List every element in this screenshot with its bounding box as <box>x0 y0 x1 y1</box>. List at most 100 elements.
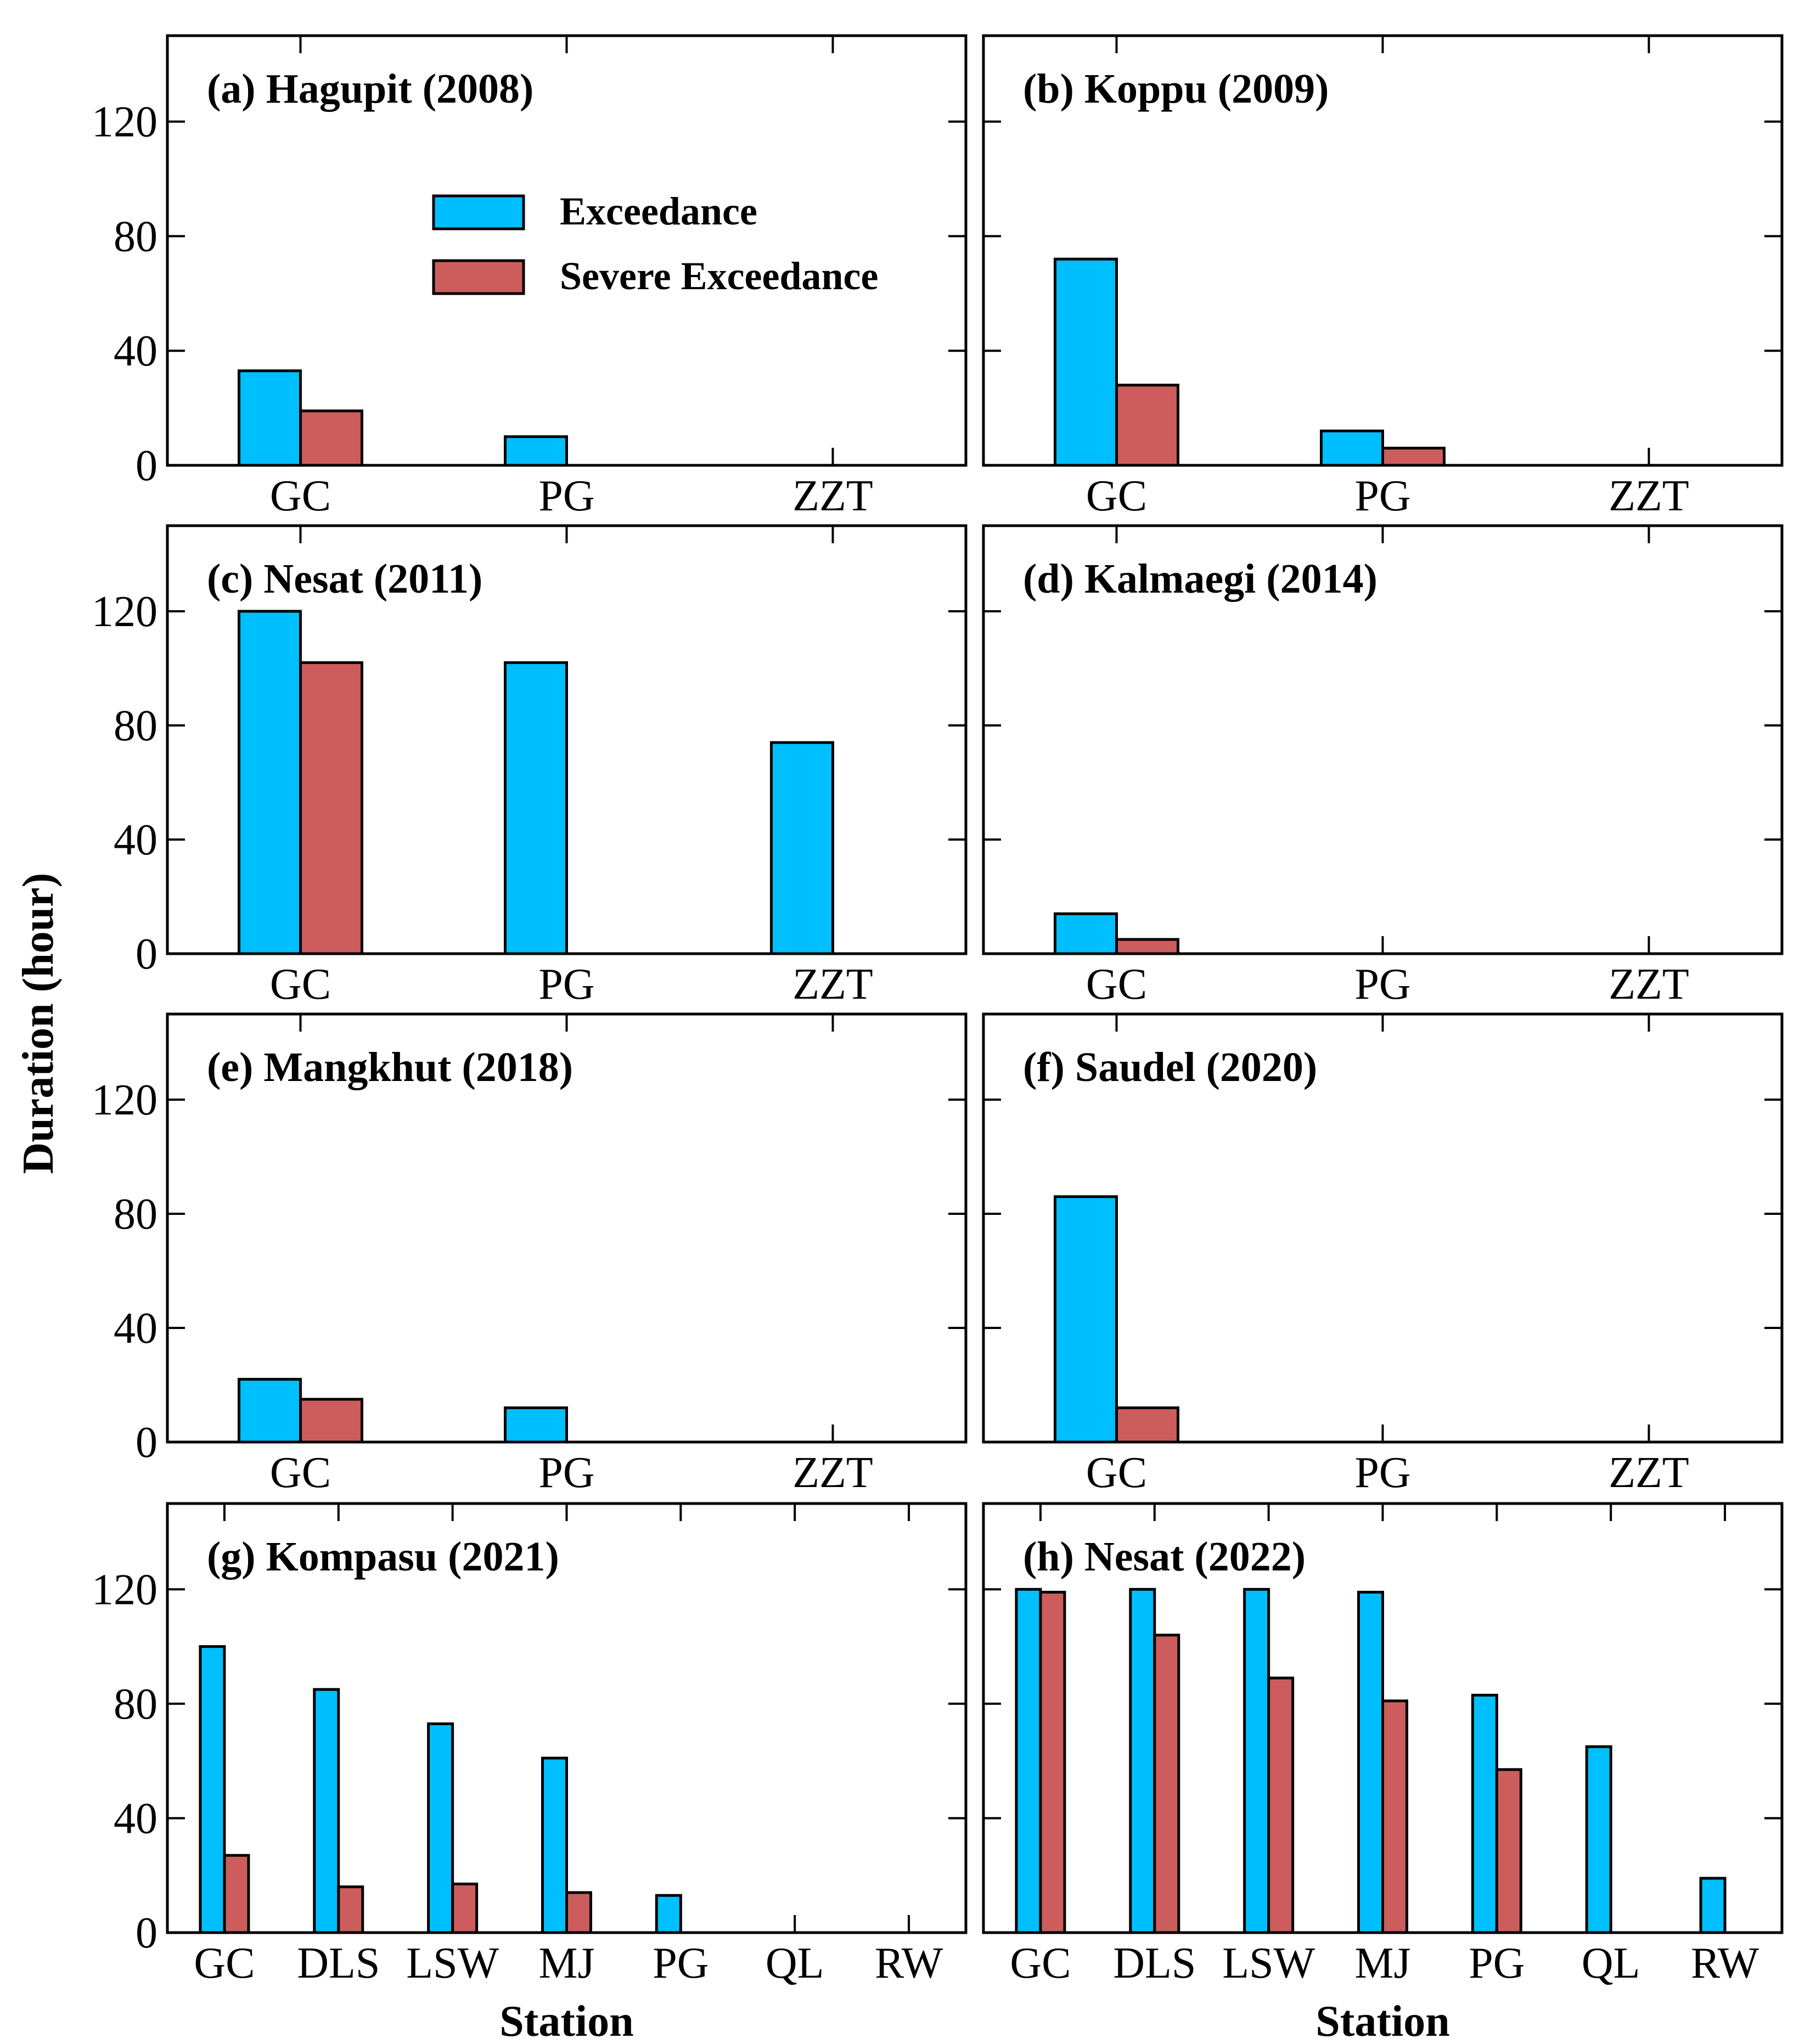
bar-exceedance <box>504 1406 568 1444</box>
bar-severe-exceedance <box>299 1398 363 1444</box>
x-tick-label: LSW <box>1222 1939 1315 1987</box>
y-tick-label: 40 <box>114 1304 158 1353</box>
panel-frame <box>166 34 968 467</box>
x-tick-label: GC <box>1010 1939 1071 1987</box>
x-tick-label: DLS <box>297 1939 380 1987</box>
y-tick-label: 80 <box>114 1680 158 1728</box>
bar-exceedance <box>199 1645 226 1934</box>
x-tick-label: ZZT <box>1609 472 1689 520</box>
x-tick-label: GC <box>194 1939 255 1987</box>
x-tick-label: PG <box>653 1939 708 1987</box>
panel-frame <box>166 524 968 955</box>
x-tick-label: QL <box>766 1939 824 1987</box>
x-tick-label: PG <box>1354 1449 1410 1497</box>
bar-exceedance <box>427 1722 454 1934</box>
y-tick-label: 40 <box>114 327 158 375</box>
bar-severe-exceedance <box>1039 1591 1066 1934</box>
bar-exceedance <box>770 741 834 955</box>
y-tick-label: 80 <box>114 702 158 750</box>
legend-label: Exceedance <box>560 189 757 233</box>
y-tick-label: 40 <box>114 816 158 864</box>
bar-severe-exceedance <box>1115 938 1179 955</box>
bar-exceedance <box>541 1756 568 1934</box>
bar-exceedance <box>1243 1587 1270 1934</box>
bar-exceedance <box>504 661 568 955</box>
bar-severe-exceedance <box>1153 1634 1180 1934</box>
bar-severe-exceedance <box>337 1885 364 1934</box>
bar-exceedance <box>1320 429 1384 467</box>
bar-severe-exceedance <box>1115 384 1179 467</box>
x-tick-label: PG <box>1469 1939 1525 1987</box>
chart-panel-2: GC PG ZZT (b) Koppu (2009) <box>982 34 1784 520</box>
y-tick-label: 0 <box>136 442 158 490</box>
y-tick-label: 120 <box>92 588 158 636</box>
bar-severe-exceedance <box>1495 1768 1522 1934</box>
panel-title: (e) Mangkhut (2018) <box>207 1044 573 1090</box>
bar-exceedance <box>504 435 568 467</box>
bar-severe-exceedance <box>299 661 363 955</box>
x-tick-label: ZZT <box>792 472 873 520</box>
y-tick-label: 80 <box>114 1190 158 1238</box>
bar-exceedance <box>238 369 302 467</box>
panel-title: (h) Nesat (2022) <box>1023 1534 1306 1580</box>
y-tick-label: 0 <box>136 1418 158 1467</box>
legend: Exceedance Severe Exceedance <box>432 189 878 298</box>
y-tick-label: 120 <box>92 98 158 147</box>
bar-severe-exceedance <box>1267 1676 1295 1934</box>
chart-panel-4: GC PG ZZT (d) Kalmaegi (2014) <box>982 524 1784 1009</box>
panel-frame <box>166 1012 968 1444</box>
bar-exceedance <box>1699 1877 1727 1934</box>
x-tick-label: PG <box>1354 472 1410 520</box>
panel-title: (d) Kalmaegi (2014) <box>1023 556 1377 602</box>
bar-exceedance <box>655 1894 682 1934</box>
bar-severe-exceedance <box>451 1882 479 1934</box>
x-tick-label: GC <box>270 472 331 520</box>
x-tick-label: GC <box>270 960 331 1009</box>
bar-exceedance <box>313 1688 340 1934</box>
bar-exceedance <box>1054 912 1118 955</box>
bar-exceedance <box>1054 1195 1118 1444</box>
x-tick-label: ZZT <box>792 1449 873 1497</box>
y-tick-label: 0 <box>136 930 158 978</box>
bar-exceedance <box>238 1378 302 1444</box>
panel-frame <box>982 524 1784 955</box>
x-tick-label: GC <box>270 1449 331 1497</box>
panel-frame <box>982 34 1784 467</box>
panel-title: (g) Kompasu (2021) <box>207 1534 559 1580</box>
chart-panel-3: 0 40 80 120 GC PG ZZT (c) Nesat (2011) <box>92 524 968 1009</box>
x-axis-label: Station <box>1315 1997 1450 2044</box>
panel-title: (b) Koppu (2009) <box>1023 66 1329 112</box>
x-axis-label: Station <box>499 1997 634 2044</box>
x-tick-label: PG <box>538 960 594 1009</box>
bar-severe-exceedance <box>565 1891 592 1934</box>
x-tick-label: ZZT <box>1609 1449 1689 1497</box>
panel-title: (c) Nesat (2011) <box>207 556 482 602</box>
x-tick-label: GC <box>1086 1449 1147 1497</box>
x-tick-label: ZZT <box>792 960 873 1009</box>
bar-severe-exceedance <box>1115 1406 1179 1444</box>
bar-exceedance <box>1357 1591 1384 1934</box>
x-tick-label: QL <box>1582 1939 1640 1987</box>
x-tick-label: GC <box>1086 472 1147 520</box>
bar-exceedance <box>1054 257 1118 467</box>
chart-panel-7: 0 40 80 120 GC DLS LSW MJ PG QL RW (g) Kompasu (202… <box>92 1502 968 2044</box>
x-tick-label: RW <box>1691 1939 1759 1987</box>
legend-swatch-exceedance <box>432 194 525 230</box>
y-tick-label: 120 <box>92 1076 158 1124</box>
x-tick-label: GC <box>1086 960 1147 1009</box>
x-tick-label: RW <box>875 1939 943 1987</box>
bar-exceedance <box>1015 1587 1042 1934</box>
panel-title: (a) Hagupit (2008) <box>207 66 533 112</box>
x-tick-label: PG <box>538 1449 594 1497</box>
chart-panel-8: GC DLS LSW MJ PG QL RW (h) Nesat (2022) Station <box>982 1502 1784 2044</box>
bar-severe-exceedance <box>223 1854 250 1934</box>
x-tick-label: PG <box>538 472 594 520</box>
bar-exceedance <box>1471 1693 1498 1934</box>
panel-frame <box>166 1502 968 1934</box>
x-tick-label: DLS <box>1113 1939 1196 1987</box>
bar-exceedance <box>1129 1587 1156 1934</box>
panel-frame <box>982 1502 1784 1934</box>
y-tick-label: 0 <box>136 1909 158 1957</box>
panel-title: (f) Saudel (2020) <box>1023 1044 1317 1090</box>
